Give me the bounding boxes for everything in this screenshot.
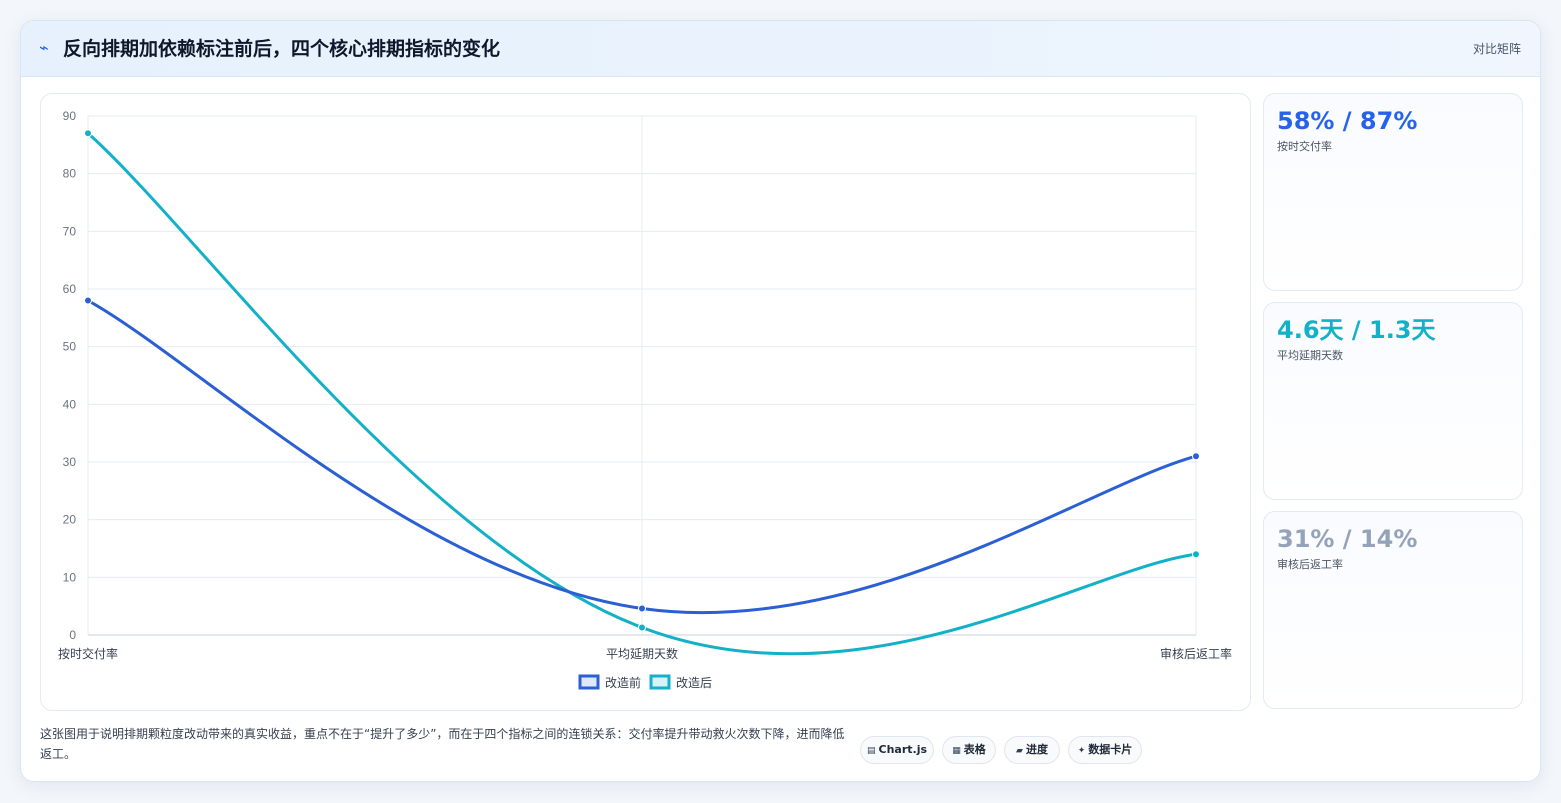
y-tick-label: 30 [63,455,77,469]
legend-swatch [578,674,600,690]
kpi-value: 4.6天 / 1.3天 [1277,316,1436,344]
sparkle-icon: ✦ [1077,746,1086,756]
x-tick-label: 审核后返工率 [1160,646,1232,661]
y-tick-label: 70 [63,224,77,238]
data-point [1192,550,1200,559]
progress-icon: ▰ [1016,746,1023,756]
kpi-label: 平均延期天数 [1277,349,1343,362]
chip-table[interactable]: ▦ 表格 [942,736,996,764]
y-tick-label: 80 [63,167,77,181]
chart-icon: ▤ [866,746,876,756]
y-tick-label: 50 [63,340,77,354]
kpi-card-on-time: 58% / 87% 按时交付率 [1263,93,1523,291]
kpi-label: 按时交付率 [1277,140,1332,153]
kpi-value: 58% / 87% [1277,107,1418,135]
data-point [638,604,646,613]
card-header: ⌁ 反向排期加依赖标注前后，四个核心排期指标的变化 对比矩阵 [21,21,1540,77]
kpi-label: 审核后返工率 [1277,558,1343,571]
kpi-card-delay: 4.6天 / 1.3天 平均延期天数 [1263,302,1523,500]
data-point [638,623,646,632]
legend-label: 改造前 [605,675,641,690]
y-tick-label: 0 [69,628,76,642]
bolt-icon: ⌁ [39,38,49,57]
chip-progress[interactable]: ▰ 进度 [1004,736,1060,764]
x-tick-label: 平均延期天数 [606,646,678,661]
y-tick-label: 20 [63,513,77,527]
footnote: 这张图用于说明排期颗粒度改动带来的真实收益，重点不在于“提升了多少”，而在于四个… [40,727,845,761]
data-point [84,296,92,305]
data-point [1192,452,1200,461]
page-title: 反向排期加依赖标注前后，四个核心排期指标的变化 [63,38,501,60]
view-tag: 对比矩阵 [1472,42,1521,56]
y-tick-label: 40 [63,397,77,411]
legend-label: 改造后 [676,676,712,690]
chip-chartjs[interactable]: ▤ Chart.js [860,736,934,764]
report-card: ⌁ 反向排期加依赖标注前后，四个核心排期指标的变化 对比矩阵 0 10 20 30 40… [20,20,1541,782]
table-icon: ▦ [952,746,961,756]
data-point [84,129,92,138]
y-tick-label: 90 [63,109,77,123]
chip-data-card[interactable]: ✦ 数据卡片 [1068,736,1142,764]
kpi-card-rework: 31% / 14% 审核后返工率 [1263,511,1523,709]
y-tick-label: 60 [63,282,77,296]
legend-swatch [649,674,671,690]
series-line-1 [87,132,1197,656]
x-tick-label: 按时交付率 [58,646,118,661]
chart-panel: 0 10 20 30 40 50 60 70 80 90 按时交付率 平均延期天数 审核后返工率改造前 改… [40,93,1251,711]
y-tick-label: 10 [63,570,77,584]
kpi-value: 31% / 14% [1277,525,1418,553]
